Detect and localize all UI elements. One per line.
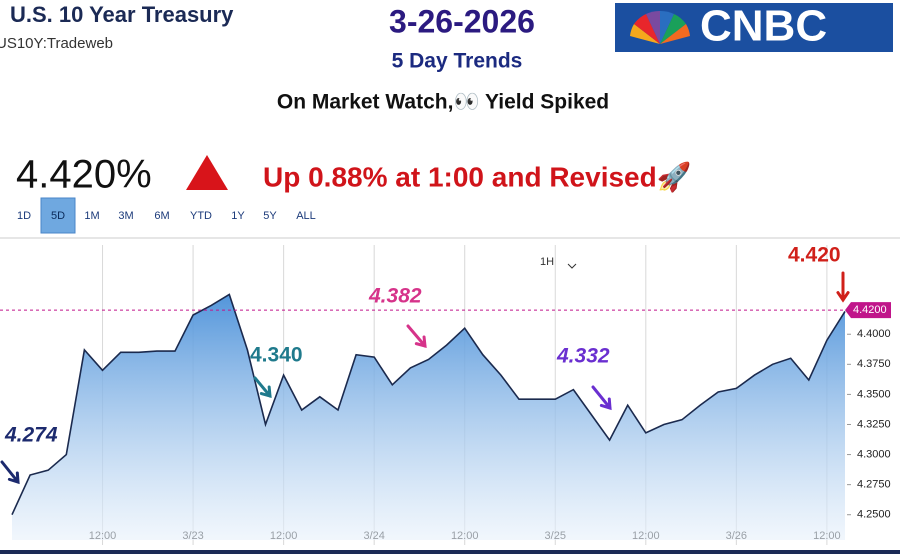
annotation: 4.420: [788, 244, 841, 267]
y-tick-label: 4.3500: [857, 388, 891, 400]
range-button[interactable]: 5Y: [263, 210, 277, 222]
interval-caret: [567, 263, 577, 269]
headline: On Market Watch,👀 Yield Spiked: [277, 91, 609, 114]
annotation-arrow: [0, 460, 20, 485]
range-button[interactable]: 1D: [17, 210, 31, 222]
line: [11, 293, 846, 516]
range-button[interactable]: YTD: [190, 210, 212, 222]
y-tick-label: 4.4000: [857, 328, 891, 340]
range-button[interactable]: ALL: [296, 210, 316, 222]
y-tick-label: 4.3250: [857, 418, 891, 430]
up-triangle: [186, 155, 228, 190]
annotation-arrow: [836, 271, 850, 303]
y-tick-label: 4.2500: [857, 509, 891, 521]
current-label: 4.4200: [853, 304, 887, 316]
annotation: 4.332: [556, 345, 610, 368]
range-button[interactable]: 5D: [51, 210, 65, 222]
interval[interactable]: 1H: [540, 256, 554, 268]
range-button[interactable]: 1M: [84, 210, 99, 222]
chart-title: 3-26-2026: [389, 3, 535, 39]
annotation-arrow: [406, 324, 427, 349]
change-note: Up 0.88% at 1:00 and Revised🚀: [263, 160, 692, 193]
range-button[interactable]: 6M: [154, 210, 169, 222]
chart-subtitle: 5 Day Trends: [392, 50, 523, 73]
range-button[interactable]: 3M: [118, 210, 133, 222]
area: [12, 294, 845, 540]
current-badge: [845, 302, 891, 319]
instrument: U.S. 10 Year Treasury: [10, 2, 234, 27]
logo-text: CNBC: [700, 2, 827, 51]
logo: CNBC: [615, 2, 893, 52]
annotation-arrow: [253, 376, 272, 399]
y-tick-label: 4.3750: [857, 358, 891, 370]
price: 4.420%: [16, 153, 152, 197]
range-active: [40, 197, 76, 234]
annotation: 4.340: [250, 344, 303, 367]
y-tick-label: 4.3000: [857, 448, 891, 460]
range-button[interactable]: 1Y: [231, 210, 245, 222]
annotation: 4.274: [4, 424, 58, 447]
annotation: 4.382: [368, 285, 422, 308]
peacock: [630, 10, 690, 44]
y-tick-label: 4.2750: [857, 479, 891, 491]
annotation-arrow: [591, 385, 612, 411]
symbol: US10Y:Tradeweb: [0, 35, 113, 52]
